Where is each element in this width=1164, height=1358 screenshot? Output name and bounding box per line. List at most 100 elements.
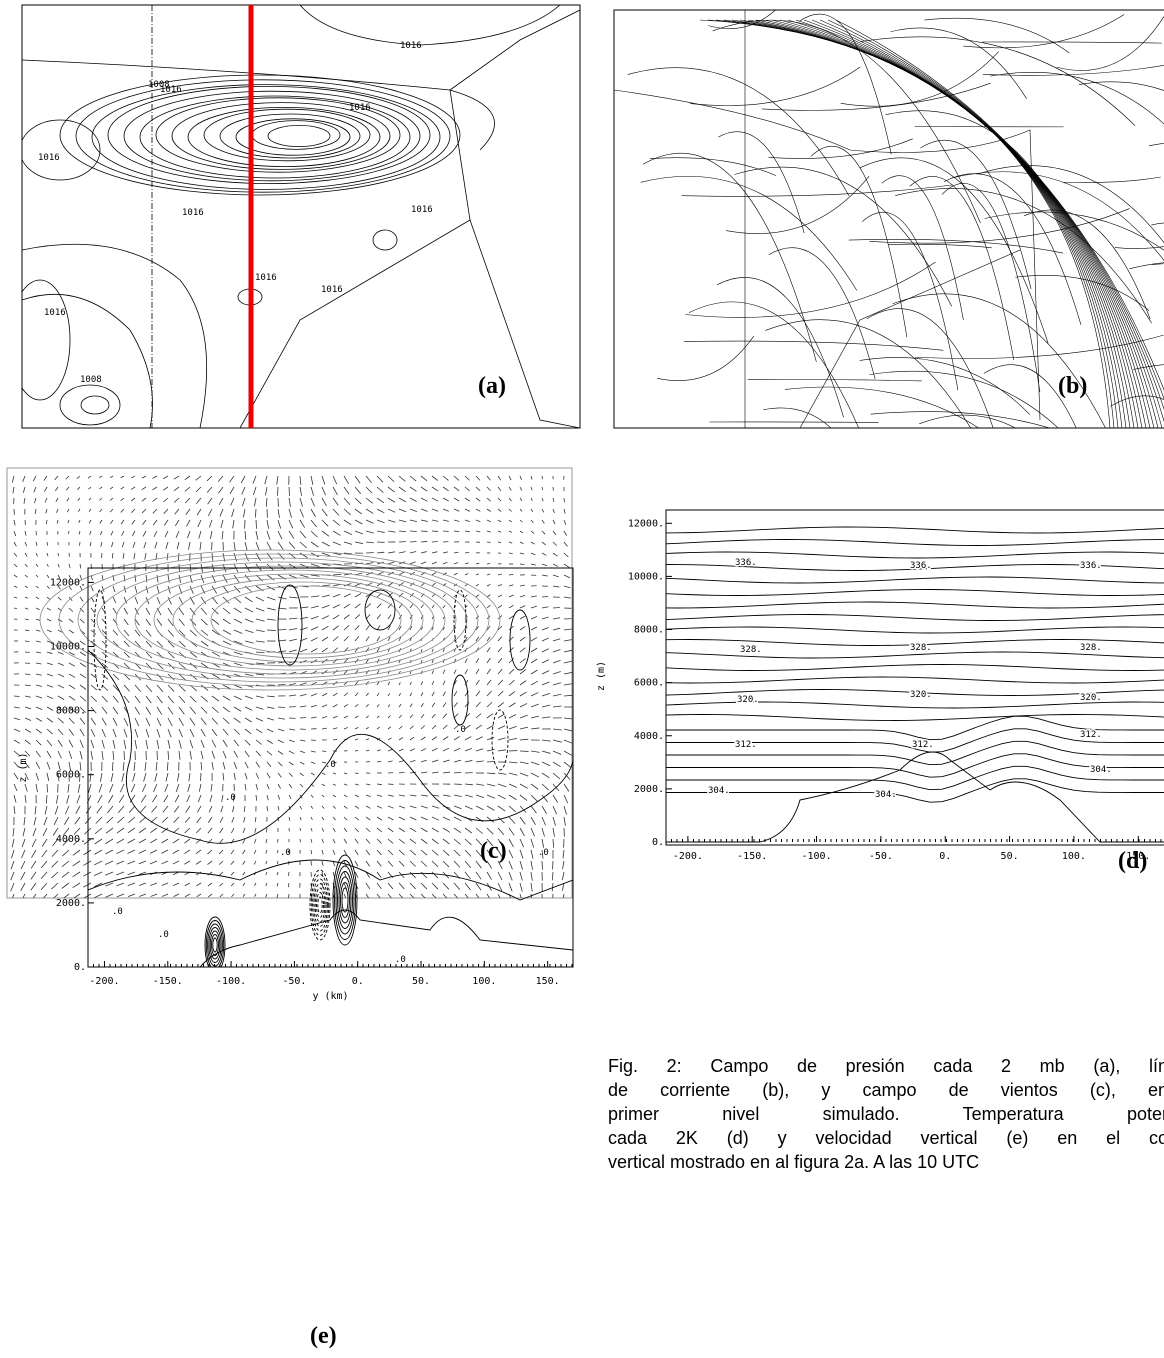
wind-vector — [102, 740, 104, 748]
wind-vector — [124, 630, 129, 636]
wind-vector — [135, 718, 139, 726]
wind-vector — [542, 784, 549, 790]
streamline — [780, 20, 1150, 428]
wind-vector — [454, 691, 457, 696]
wind-vector — [311, 839, 312, 843]
wind-vector — [47, 696, 53, 699]
wind-vector — [34, 487, 36, 492]
wind-vector — [498, 605, 502, 608]
wind-vector — [212, 740, 216, 747]
wind-vector — [465, 595, 467, 597]
wind-vector — [300, 751, 305, 753]
wind-vector — [388, 487, 395, 492]
wind-vector — [185, 476, 190, 480]
wind-vector — [509, 715, 516, 718]
wind-vector — [100, 531, 102, 535]
wind-vector — [185, 894, 190, 897]
wind-vector — [311, 795, 313, 798]
x-tick-label: -50. — [282, 976, 306, 987]
wind-vector — [131, 509, 135, 513]
wind-vector — [185, 487, 190, 491]
wind-vector — [520, 850, 523, 858]
boundary — [614, 10, 1040, 428]
w-core — [338, 872, 353, 929]
wind-vector — [553, 498, 554, 502]
wind-vector — [564, 564, 569, 567]
wind-vector — [443, 562, 447, 564]
wind-vector — [25, 784, 27, 792]
wind-vector — [66, 476, 69, 479]
wind-vector — [36, 586, 39, 588]
wind-vector — [62, 850, 69, 856]
wind-vector — [167, 762, 168, 771]
wind-vector — [520, 703, 527, 707]
wind-vector — [410, 531, 417, 532]
wind-vector — [443, 760, 450, 762]
wind-vector — [186, 806, 190, 812]
wind-vector — [421, 476, 427, 481]
wind-vector — [399, 850, 404, 855]
wind-vector — [311, 828, 312, 831]
wind-vector — [465, 476, 470, 480]
wind-vector — [366, 861, 370, 866]
wind-vector — [520, 795, 527, 801]
wind-vector — [289, 498, 290, 507]
wind-vector — [487, 702, 492, 707]
wind-vector — [83, 872, 91, 876]
wind-vector — [245, 707, 252, 710]
wind-vector — [198, 520, 201, 527]
streamline — [748, 20, 1134, 428]
wind-vector — [410, 476, 416, 481]
wind-vector — [212, 729, 217, 736]
wind-vector — [377, 828, 382, 832]
wind-vector — [300, 553, 308, 558]
wind-vector — [487, 680, 491, 685]
wind-vector — [509, 553, 513, 554]
wind-vector — [377, 509, 384, 513]
wind-vector — [542, 649, 549, 652]
wind-vector — [243, 850, 245, 854]
wind-vector — [77, 795, 80, 803]
wind-vector — [542, 671, 549, 674]
x-axis-label: y (km) — [312, 991, 348, 1002]
wind-vector — [121, 487, 124, 489]
wind-vector — [179, 608, 184, 615]
wind-vector — [542, 553, 546, 555]
wind-vector — [289, 729, 295, 730]
wind-vector — [80, 619, 84, 623]
wind-vector — [520, 509, 522, 511]
contour-label: 1016 — [321, 285, 343, 295]
wind-vector — [243, 894, 245, 897]
wind-vector — [121, 498, 124, 501]
wind-vector — [421, 649, 422, 652]
wind-vector — [232, 509, 234, 517]
wind-vector — [116, 872, 124, 875]
wind-vector — [130, 795, 135, 802]
wind-vector — [311, 542, 318, 547]
wind-vector — [185, 828, 190, 833]
wind-vector — [553, 618, 560, 619]
isobar — [20, 120, 100, 180]
wind-vector — [188, 542, 190, 550]
wind-vector — [100, 509, 102, 512]
panel-b-streamlines — [614, 0, 1164, 592]
wind-vector — [79, 531, 80, 534]
wind-vector — [78, 498, 80, 501]
wind-vector — [333, 659, 338, 663]
wind-vector — [300, 740, 305, 741]
wind-vector — [113, 630, 118, 635]
streamline — [717, 277, 844, 417]
wind-vector — [399, 894, 405, 900]
wind-vector — [11, 883, 14, 891]
wind-vector — [531, 806, 536, 813]
wind-vector — [443, 692, 446, 696]
wind-vector — [564, 586, 570, 588]
wind-vector — [388, 761, 393, 762]
wind-vector — [88, 487, 91, 489]
wind-vector — [164, 795, 168, 802]
wind-vector — [266, 861, 267, 864]
streamline — [713, 20, 981, 223]
wind-vector — [509, 605, 514, 608]
wind-vector — [311, 596, 319, 597]
wind-vector — [421, 725, 425, 729]
